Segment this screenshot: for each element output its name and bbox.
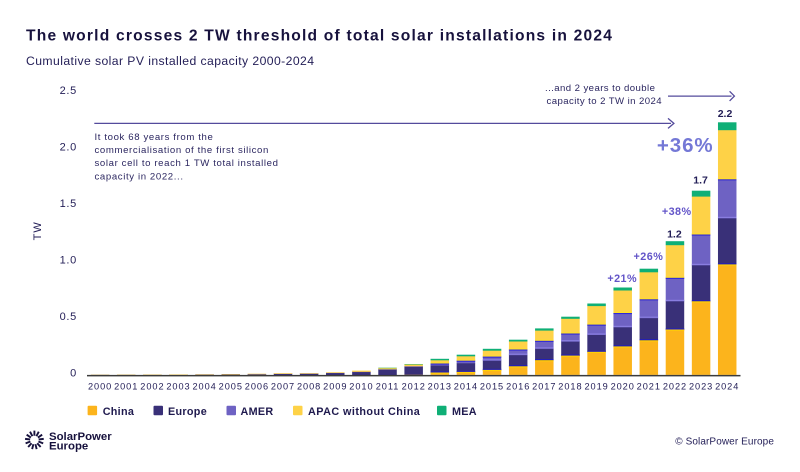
svg-text:2005: 2005 [219,382,243,392]
svg-text:2004: 2004 [192,382,216,392]
svg-text:+26%: +26% [634,251,664,263]
svg-text:AMER: AMER [241,406,274,418]
svg-text:capacity in 2022...: capacity in 2022... [95,171,184,182]
svg-text:1.7: 1.7 [693,174,708,186]
svg-text:2007: 2007 [271,382,295,392]
svg-text:TW: TW [32,221,44,240]
svg-text:2024: 2024 [715,382,739,392]
svg-text:0: 0 [70,368,77,380]
svg-text:2010: 2010 [349,382,373,392]
svg-text:2002: 2002 [140,382,164,392]
svg-text:It took 68 years from the: It took 68 years from the [95,132,214,143]
svg-text:2003: 2003 [166,382,190,392]
svg-text:Cumulative solar PV installed: Cumulative solar PV installed capacity 2… [26,54,314,68]
svg-text:2001: 2001 [114,382,138,392]
svg-text:2022: 2022 [663,382,687,392]
svg-text:1.5: 1.5 [60,198,77,210]
svg-text:2.2: 2.2 [718,108,733,120]
svg-text:2023: 2023 [689,382,713,392]
svg-text:2021: 2021 [637,382,661,392]
svg-text:0.5: 0.5 [60,311,77,323]
svg-text:2000: 2000 [88,382,112,392]
svg-text:+21%: +21% [607,273,637,285]
svg-text:+38%: +38% [662,206,692,218]
svg-text:2012: 2012 [402,382,426,392]
svg-text:solar cell to reach 1 TW total: solar cell to reach 1 TW total installed [95,158,279,169]
svg-text:2009: 2009 [323,382,347,392]
svg-text:2016: 2016 [506,382,530,392]
svg-text:2011: 2011 [376,382,400,392]
svg-text:2006: 2006 [245,382,269,392]
svg-text:1.2: 1.2 [667,229,682,241]
svg-text:1.0: 1.0 [60,255,77,267]
svg-text:2017: 2017 [532,382,556,392]
svg-text:Europe: Europe [168,406,207,418]
svg-text:Europe: Europe [49,441,88,453]
svg-text:The world crosses 2 TW thresho: The world crosses 2 TW threshold of tota… [26,28,613,45]
svg-text:2020: 2020 [611,382,635,392]
svg-text:2014: 2014 [454,382,478,392]
svg-text:+36%: +36% [657,134,714,157]
svg-text:2.0: 2.0 [60,141,77,153]
svg-text:APAC without China: APAC without China [308,406,421,418]
svg-text:2019: 2019 [584,382,608,392]
svg-text:China: China [103,406,135,418]
svg-text:2018: 2018 [558,382,582,392]
svg-text:capacity to 2 TW in 2024: capacity to 2 TW in 2024 [547,96,663,107]
svg-text:MEA: MEA [452,406,477,418]
svg-text:commercialisation of the first: commercialisation of the first silicon [95,145,269,156]
svg-text:2015: 2015 [480,382,504,392]
svg-text:© SolarPower Europe: © SolarPower Europe [675,437,774,448]
svg-text:2013: 2013 [428,382,452,392]
svg-text:2008: 2008 [297,382,321,392]
svg-text:...and 2 years to double: ...and 2 years to double [545,83,655,94]
svg-text:2.5: 2.5 [60,85,77,97]
